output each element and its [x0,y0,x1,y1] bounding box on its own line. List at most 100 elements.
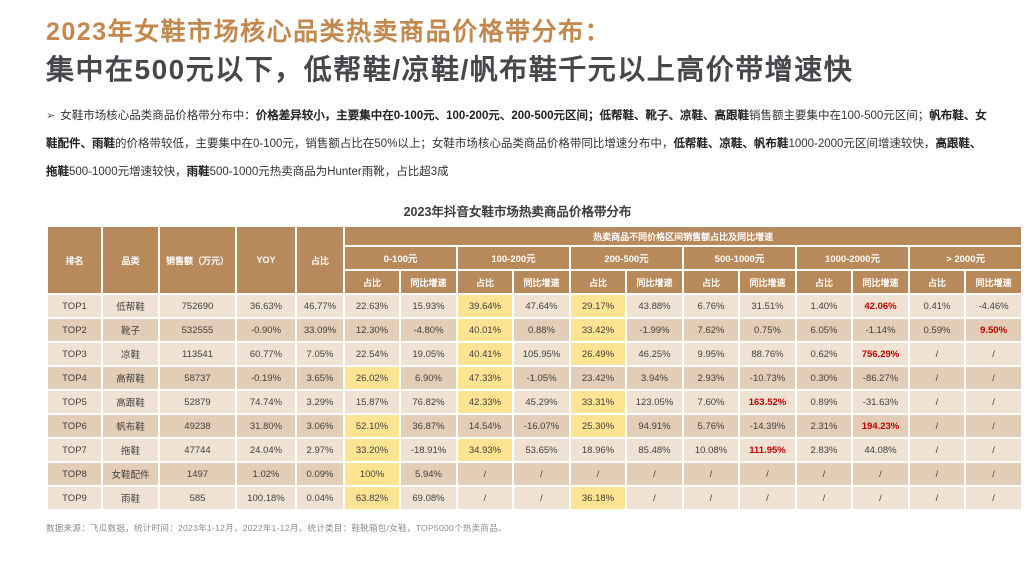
data-source-note: 数据来源：飞瓜数据，统计时间：2023年1-12月，2022年1-12月。统计类… [46,523,507,534]
price-band-table: 排名 品类 销售额（万元） YOY 占比 热卖商品不同价格区间销售额占比及同比增… [46,225,1024,512]
band-value-cell: 0.75% [740,319,795,342]
yoy-cell: 31.80% [237,415,295,438]
band-value-cell: / [910,415,964,438]
band-value-cell: / [966,343,1022,366]
page-title-line1: 2023年女鞋市场核心品类热卖商品价格带分布： [46,18,612,46]
band-value-cell: / [740,463,795,486]
band-value-cell: / [910,343,964,366]
band-value-cell: 43.88% [627,295,682,318]
band-value-cell: / [684,487,738,510]
rank-cell: TOP8 [48,463,101,486]
sales-cell: 585 [160,487,235,510]
arrow-bullet-icon: ➢ [46,110,56,123]
band-value-cell: -10.73% [740,367,795,390]
band-value-cell: 1.40% [797,295,851,318]
band-value-cell: / [797,487,851,510]
band-value-cell: 45.29% [514,391,569,414]
summary-segment-bold: 高跟鞋、拖鞋 [46,138,982,179]
band-value-cell: / [966,367,1022,390]
category-cell: 低帮鞋 [103,295,158,318]
yoy-cell: 100.18% [237,487,295,510]
band-value-cell: 0.30% [797,367,851,390]
band-value-cell: 3.94% [627,367,682,390]
band-value-cell: 105.95% [514,343,569,366]
band-value-cell: 9.95% [684,343,738,366]
band-value-cell: 47.64% [514,295,569,318]
subheader-growth: 同比增速 [853,271,908,294]
header-band-500-1000: 500-1000元 [684,247,795,270]
rank-cell: TOP4 [48,367,101,390]
band-value-cell: / [514,487,569,510]
yoy-cell: 60.77% [237,343,295,366]
share-cell: 2.97% [297,439,343,462]
band-value-cell: / [910,439,964,462]
table-row: TOP7 拖鞋 47744 24.04% 2.97% 33.20% -18.91% 34.93… [48,439,1022,462]
header-category: 品类 [103,227,158,294]
band-value-cell: / [966,391,1022,414]
band-value-cell: -4.80% [401,319,456,342]
header-yoy: YOY [237,227,295,294]
summary-segment: 500-1000元热卖商品为Hunter雨靴，占比超3成 [209,166,449,179]
subheader-growth: 同比增速 [627,271,682,294]
band-value-cell: -86.27% [853,367,908,390]
band-value-cell: 0.89% [797,391,851,414]
band-value-cell: 33.20% [345,439,399,462]
band-value-cell: 42.06% [853,295,908,318]
sales-cell: 1497 [160,463,235,486]
sales-cell: 52879 [160,391,235,414]
sales-cell: 58737 [160,367,235,390]
band-value-cell: 111.95% [740,439,795,462]
band-value-cell: / [571,463,625,486]
subheader-growth: 同比增速 [966,271,1022,294]
band-value-cell: 22.63% [345,295,399,318]
band-value-cell: 2.93% [684,367,738,390]
band-value-cell: 47.33% [458,367,512,390]
summary-segment-bold: 帆布鞋、女鞋配件、雨鞋 [46,110,987,151]
category-cell: 高跟鞋 [103,391,158,414]
share-cell: 46.77% [297,295,343,318]
yoy-cell: 74.74% [237,391,295,414]
band-value-cell: 12.30% [345,319,399,342]
band-value-cell: 25.30% [571,415,625,438]
band-value-cell: 44.08% [853,439,908,462]
subheader-growth: 同比增速 [514,271,569,294]
band-value-cell: -1.05% [514,367,569,390]
share-cell: 3.06% [297,415,343,438]
band-value-cell: -14.39% [740,415,795,438]
band-value-cell: 53.65% [514,439,569,462]
band-value-cell: 14.54% [458,415,512,438]
yoy-cell: 24.04% [237,439,295,462]
rank-cell: TOP3 [48,343,101,366]
share-cell: 7.05% [297,343,343,366]
band-value-cell: 163.52% [740,391,795,414]
band-value-cell: 31.51% [740,295,795,318]
header-band-1000-2000: 1000-2000元 [797,247,908,270]
sales-cell: 47744 [160,439,235,462]
band-value-cell: 194.23% [853,415,908,438]
band-value-cell: / [514,463,569,486]
band-value-cell: 39.64% [458,295,512,318]
table-row: TOP3 凉鞋 113541 60.77% 7.05% 22.54% 19.05% 40.41… [48,343,1022,366]
subheader-share: 占比 [910,271,964,294]
subheader-share: 占比 [571,271,625,294]
summary-paragraph: ➢ 女鞋市场核心品类商品价格带分布中：价格差异较小，主要集中在0-100元、100… [46,102,991,186]
category-cell: 拖鞋 [103,439,158,462]
page-title-line2: 集中在500元以下，低帮鞋/凉鞋/帆布鞋千元以上高价带增速快 [46,53,854,85]
band-value-cell: / [910,391,964,414]
band-value-cell: 0.59% [910,319,964,342]
summary-segment: 的价格带较低，主要集中在0-100元，销售额占比在50%以上；女鞋市场核心品类商… [115,138,674,151]
band-value-cell: 22.54% [345,343,399,366]
band-value-cell: 26.02% [345,367,399,390]
band-value-cell: / [910,487,964,510]
band-value-cell: -1.14% [853,319,908,342]
band-value-cell: / [740,487,795,510]
band-value-cell: 9.50% [966,319,1022,342]
table-title: 2023年抖音女鞋市场热卖商品价格带分布 [403,205,632,220]
share-cell: 3.65% [297,367,343,390]
band-value-cell: -1.99% [627,319,682,342]
header-rank: 排名 [48,227,101,294]
band-value-cell: 52.10% [345,415,399,438]
category-cell: 凉鞋 [103,343,158,366]
rank-cell: TOP9 [48,487,101,510]
rank-cell: TOP2 [48,319,101,342]
